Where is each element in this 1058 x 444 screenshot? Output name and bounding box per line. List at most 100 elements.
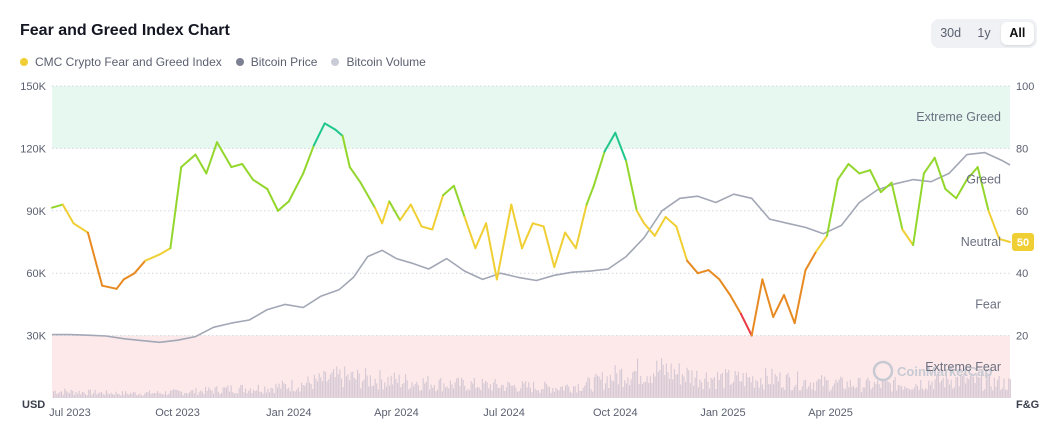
volume-bar <box>473 377 475 398</box>
volume-bar <box>403 382 405 398</box>
volume-bar <box>662 364 664 398</box>
volume-bar <box>101 391 103 398</box>
legend-item-bitcoin-volume[interactable]: Bitcoin Volume <box>331 55 426 69</box>
volume-bar <box>425 381 427 398</box>
fear-greed-line-segment <box>86 231 104 287</box>
volume-bar <box>173 389 175 398</box>
volume-bar <box>481 378 483 398</box>
volume-bar <box>443 383 445 398</box>
volume-bar <box>125 391 127 398</box>
volume-bar <box>118 394 120 398</box>
volume-bar <box>710 378 712 398</box>
volume-bar <box>905 388 907 398</box>
volume-bar <box>133 391 135 398</box>
volume-bar <box>317 381 319 398</box>
volume-bar <box>368 386 370 398</box>
volume-bar <box>729 384 731 398</box>
volume-bar <box>200 390 202 398</box>
volume-bar <box>624 380 626 398</box>
volume-bar <box>337 374 339 398</box>
volume-bar <box>792 390 794 398</box>
volume-bar <box>776 376 778 398</box>
fear-greed-line-segment <box>783 294 796 325</box>
volume-bar <box>712 379 714 398</box>
volume-bar <box>915 384 917 398</box>
volume-bar <box>499 387 501 398</box>
volume-bar <box>926 389 928 398</box>
volume-bar <box>889 383 891 398</box>
volume-bar <box>448 388 450 398</box>
fear-greed-line-segment <box>216 141 233 169</box>
volume-bar <box>733 381 735 398</box>
volume-bar <box>557 389 559 398</box>
volume-bar <box>931 381 933 398</box>
volume-bar <box>801 386 803 398</box>
fear-greed-line-segment <box>312 122 326 147</box>
zone-label: Neutral <box>961 235 1001 249</box>
fear-greed-line-segment <box>431 194 445 231</box>
volume-bar <box>243 392 245 398</box>
volume-bar <box>670 363 672 398</box>
volume-bar <box>406 380 408 398</box>
legend-item-fear-greed[interactable]: CMC Crypto Fear and Greed Index <box>20 55 222 69</box>
volume-bar <box>235 393 237 398</box>
volume-bar <box>739 381 741 398</box>
volume-bar <box>1006 389 1008 398</box>
volume-bar <box>688 370 690 398</box>
volume-bar <box>302 385 304 398</box>
volume-bar <box>521 381 523 398</box>
volume-bar <box>374 378 376 398</box>
volume-bar <box>997 380 999 398</box>
volume-bar <box>819 379 821 398</box>
volume-bar <box>433 385 435 398</box>
volume-bar <box>91 394 93 398</box>
volume-bar <box>451 384 453 398</box>
volume-bar <box>110 392 112 398</box>
volume-bar <box>328 379 330 398</box>
volume-bar <box>784 389 786 398</box>
range-all-button[interactable]: All <box>1000 22 1034 45</box>
volume-bar <box>987 373 989 398</box>
volume-bar <box>542 389 544 398</box>
range-1y-button[interactable]: 1y <box>977 26 991 40</box>
volume-bar <box>601 372 603 398</box>
volume-bar <box>891 391 893 398</box>
volume-bar <box>518 391 520 398</box>
volume-bar <box>921 388 923 398</box>
volume-bar <box>525 381 527 398</box>
volume-bar <box>709 388 711 398</box>
volume-bar <box>297 387 299 398</box>
volume-bar <box>413 386 415 398</box>
volume-bar <box>201 391 203 398</box>
volume-bar <box>547 386 549 398</box>
volume-bar <box>755 380 757 398</box>
volume-bar <box>896 390 898 398</box>
y-axis-left-tick: 90K <box>26 206 46 218</box>
volume-bar <box>233 393 235 398</box>
legend-dot-icon <box>20 58 28 66</box>
volume-bar <box>241 384 243 398</box>
volume-bar <box>830 389 832 398</box>
volume-bar <box>165 391 167 398</box>
volume-bar <box>94 389 96 398</box>
volume-bar <box>453 388 455 398</box>
volume-bar <box>942 377 944 398</box>
fear-greed-line-segment <box>510 203 523 250</box>
fear-greed-line-segment <box>230 163 244 169</box>
volume-bar <box>800 390 802 398</box>
range-30d-button[interactable]: 30d <box>940 26 962 40</box>
legend-item-bitcoin-price[interactable]: Bitcoin Price <box>235 55 317 69</box>
volume-bar <box>53 391 55 398</box>
volume-bar <box>747 377 749 398</box>
volume-bar <box>209 389 211 398</box>
volume-bar <box>973 376 975 398</box>
volume-bar <box>552 388 554 398</box>
volume-bar <box>478 387 480 398</box>
volume-bar <box>155 393 157 398</box>
volume-bar <box>944 387 946 398</box>
volume-bar <box>176 389 178 398</box>
volume-bar <box>667 372 669 398</box>
volume-bar <box>117 394 119 398</box>
volume-bar <box>851 386 853 398</box>
